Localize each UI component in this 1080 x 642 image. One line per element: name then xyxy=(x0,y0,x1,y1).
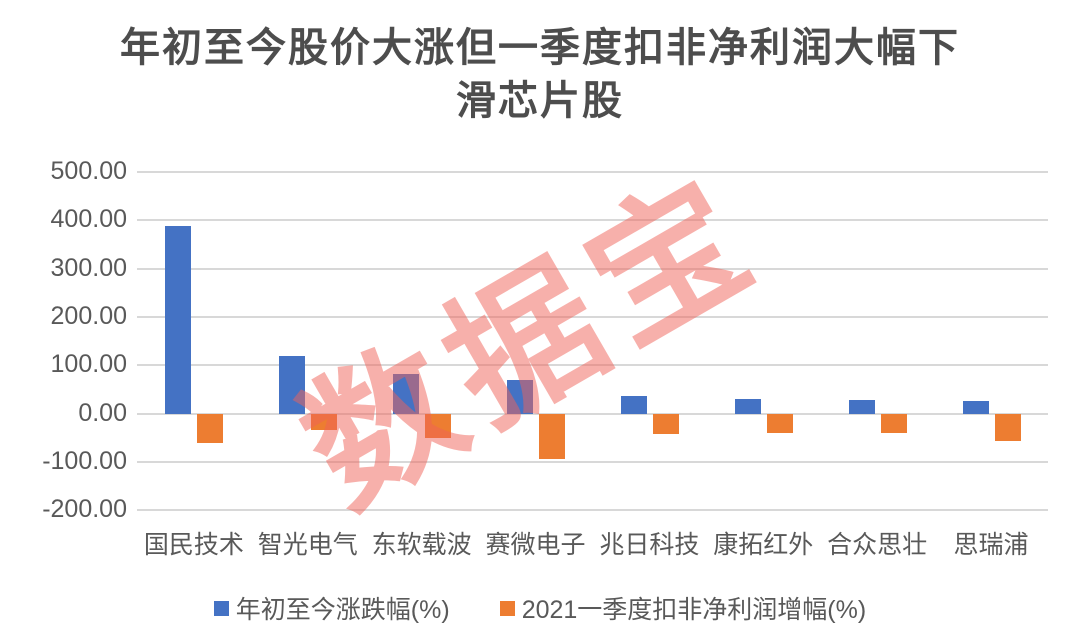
chart-title: 年初至今股价大涨但一季度扣非净利润大幅下 滑芯片股 xyxy=(0,22,1080,128)
gridline xyxy=(137,412,1048,415)
bar-ytd-change xyxy=(165,226,192,414)
bar-q1-profit-change xyxy=(994,413,1021,441)
bar-ytd-change xyxy=(734,398,761,414)
x-category-label: 智光电气 xyxy=(257,531,358,559)
y-axis-tick-label: -200.00 xyxy=(42,495,127,524)
bar-q1-profit-change xyxy=(880,413,907,433)
legend-swatch-icon xyxy=(213,600,229,616)
y-axis-tick-label: 500.00 xyxy=(50,157,127,185)
x-category-label: 兆日科技 xyxy=(599,531,700,559)
x-category-label: 思瑞浦 xyxy=(953,531,1029,559)
bar-q1-profit-change xyxy=(539,413,566,460)
gridline xyxy=(137,267,1048,270)
x-category-label: 合众思壮 xyxy=(827,531,928,559)
y-axis-tick-label: -100.00 xyxy=(42,446,127,475)
legend-label: 2021一季度扣非净利润增幅(%) xyxy=(521,596,867,624)
chart-title-line1: 年初至今股价大涨但一季度扣非净利润大幅下 xyxy=(120,26,960,70)
bar-ytd-change xyxy=(507,379,534,414)
legend-item-ytd-change: 年初至今涨跌幅(%) xyxy=(213,590,450,626)
bar-q1-profit-change xyxy=(311,413,338,431)
chart-legend: 年初至今涨跌幅(%) 2021一季度扣非净利润增幅(%) xyxy=(0,590,1080,626)
gridline xyxy=(137,509,1048,512)
y-axis-tick-label: 400.00 xyxy=(50,205,127,234)
gridline xyxy=(137,171,1048,173)
x-category-label: 康拓红外 xyxy=(713,531,814,559)
gridline xyxy=(137,315,1048,318)
gridline xyxy=(137,460,1048,463)
bar-ytd-change xyxy=(848,400,875,414)
gridline xyxy=(137,364,1048,367)
bar-ytd-change xyxy=(620,395,647,414)
y-axis-tick-label: 300.00 xyxy=(50,253,127,282)
y-axis-tick-label: 100.00 xyxy=(50,350,127,379)
legend-label: 年初至今涨跌幅(%) xyxy=(235,596,450,624)
y-axis-tick-label: 0.00 xyxy=(78,398,127,427)
y-axis-tick-label: 200.00 xyxy=(50,301,127,330)
x-category-label: 国民技术 xyxy=(143,531,244,559)
legend-swatch-icon xyxy=(499,600,515,616)
gridline xyxy=(137,219,1048,222)
bar-q1-profit-change xyxy=(652,413,679,435)
bar-ytd-change xyxy=(279,355,306,414)
legend-item-q1-profit-change: 2021一季度扣非净利润增幅(%) xyxy=(499,590,867,626)
bar-q1-profit-change xyxy=(425,413,452,438)
bar-q1-profit-change xyxy=(766,413,793,433)
x-category-label: 赛微电子 xyxy=(485,531,586,559)
bar-ytd-change xyxy=(393,374,420,414)
chart-title-line2: 滑芯片股 xyxy=(456,79,624,123)
bar-q1-profit-change xyxy=(197,413,224,443)
x-category-label: 东软载波 xyxy=(371,531,472,559)
bar-ytd-change xyxy=(962,401,989,414)
